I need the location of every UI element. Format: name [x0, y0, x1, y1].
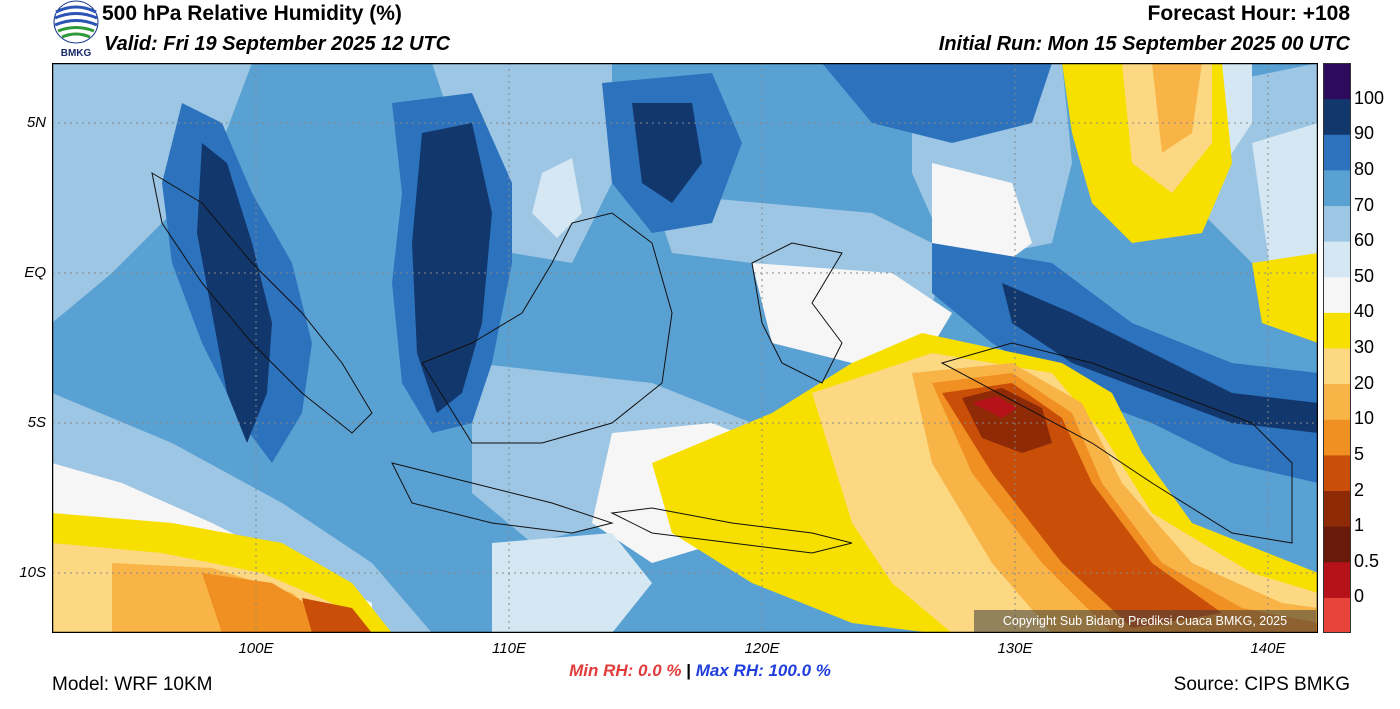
lat-label-10s: 10S — [19, 564, 46, 581]
lon-label-140e: 140E — [1250, 640, 1286, 657]
lon-label-130e: 130E — [997, 640, 1033, 657]
colorbar-label: 0 — [1354, 586, 1365, 607]
colorbar-swatch — [1323, 348, 1351, 385]
max-rh: Max RH: 100.0 % — [695, 661, 831, 680]
colorbar-swatch — [1323, 561, 1351, 598]
colorbar-label: 20 — [1354, 372, 1375, 393]
chart-title: 500 hPa Relative Humidity (%) — [102, 2, 402, 25]
bmkg-logo — [52, 0, 100, 62]
colorbar-label: 90 — [1354, 123, 1375, 144]
colorbar-swatch — [1323, 454, 1351, 492]
copyright-notice: Copyright Sub Bidang Prediksi Cuaca BMKG… — [974, 610, 1316, 632]
colorbar-label: 100 — [1354, 87, 1385, 108]
lon-label-120e: 120E — [744, 640, 780, 657]
colorbar-swatch — [1323, 312, 1351, 349]
colorbar-swatch — [1323, 134, 1351, 171]
lon-label-100e: 100E — [238, 640, 274, 657]
colorbar-label: 5 — [1354, 443, 1365, 464]
initial-run: Initial Run: Mon 15 September 2025 00 UT… — [938, 33, 1350, 55]
colorbar-swatch — [1323, 597, 1351, 633]
map-frame — [52, 63, 1318, 633]
forecast-hour: Forecast Hour: +108 — [1147, 2, 1351, 25]
source-label: Source: CIPS BMKG — [1173, 674, 1350, 695]
colorbar-swatch — [1323, 526, 1351, 563]
lat-label-eq: EQ — [24, 264, 46, 281]
colorbar-label: 1 — [1354, 515, 1365, 536]
colorbar-label: 60 — [1354, 230, 1375, 251]
colorbar-label: 2 — [1354, 479, 1365, 500]
colorbar-swatch — [1323, 383, 1351, 420]
colorbar-label: 30 — [1354, 337, 1375, 357]
min-rh: Min RH: 0.0 % — [569, 661, 682, 680]
colorbar-label: 0.5 — [1354, 550, 1380, 571]
colorbar-label: 40 — [1354, 301, 1375, 322]
lat-label-5n: 5N — [26, 114, 46, 131]
logo-text: BMKG — [60, 48, 92, 59]
graticule — [52, 63, 1318, 633]
valid-time: Valid: Fri 19 September 2025 12 UTC — [104, 33, 451, 55]
colorbar-swatch — [1323, 205, 1351, 242]
humidity-map — [52, 63, 1318, 633]
colorbar-swatch — [1323, 241, 1351, 278]
colorbar-swatch — [1323, 276, 1351, 313]
rh-stats: Min RH: 0.0 % | Max RH: 100.0 % — [0, 661, 1400, 681]
colorbar-label: 10 — [1354, 408, 1375, 429]
colorbar-label: 70 — [1354, 194, 1375, 215]
colorbar-swatch — [1323, 63, 1351, 100]
colorbar-swatch — [1323, 419, 1351, 456]
colorbar-swatch — [1323, 169, 1351, 207]
coastlines — [151, 171, 1293, 554]
model-label: Model: WRF 10KM — [52, 674, 213, 695]
colorbar-label: 50 — [1354, 265, 1375, 286]
colorbar-swatch — [1323, 98, 1351, 135]
lat-label-5s: 5S — [27, 414, 46, 431]
lon-label-110e: 110E — [492, 640, 526, 657]
stats-separator: | — [686, 661, 692, 680]
colorbar-label: 80 — [1354, 158, 1375, 179]
colorbar — [1323, 63, 1351, 633]
colorbar-swatch — [1323, 490, 1351, 527]
